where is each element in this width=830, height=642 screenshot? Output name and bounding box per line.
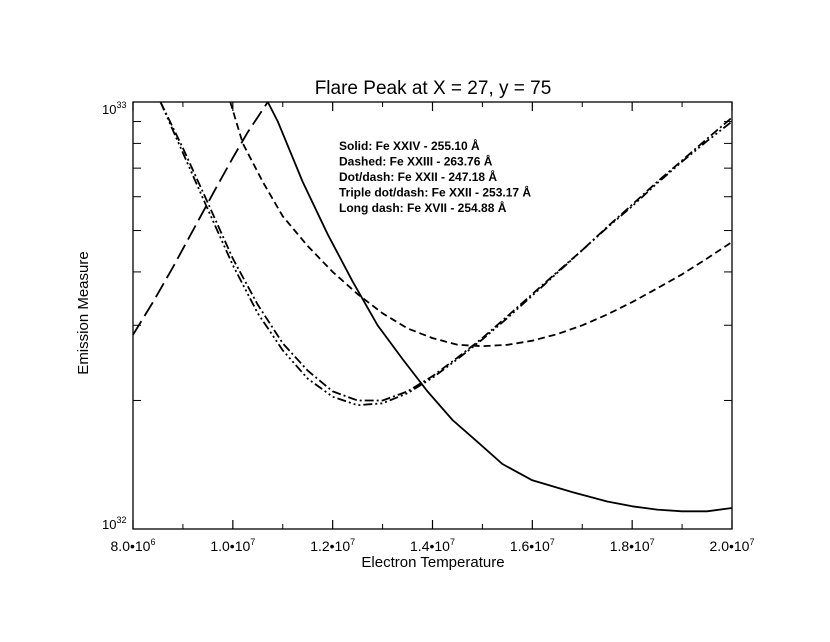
x-tick-label: 8.0•106 xyxy=(111,537,156,554)
series-line-dot-dash xyxy=(159,101,733,402)
series-lines xyxy=(132,101,733,513)
y-tick-label: 1033 xyxy=(102,100,126,117)
axis-ticks xyxy=(132,102,733,529)
x-tick-label: 2.0•107 xyxy=(710,537,755,554)
chart-title: Flare Peak at X = 27, y = 75 xyxy=(315,78,552,99)
legend-entry: Solid: Fe XXIV - 255.10 Å xyxy=(339,138,480,153)
legend-entry: Triple dot/dash: Fe XXII - 253.17 Å xyxy=(339,185,531,200)
x-tick-label: 1.4•107 xyxy=(410,537,455,554)
y-tick-label: 1032 xyxy=(102,515,126,532)
x-tick-label: 1.0•107 xyxy=(210,537,255,554)
x-tick-label: 1.2•107 xyxy=(310,537,355,554)
series-line-long-dash xyxy=(132,101,269,336)
x-tick-label: 1.6•107 xyxy=(510,537,555,554)
series-line-dashed xyxy=(229,101,733,348)
y-axis-label: Emission Measure xyxy=(75,251,92,374)
legend-entry: Dot/dash: Fe XXII - 247.18 Å xyxy=(339,169,497,184)
axis-tick-labels: 8.0•106 1.0•107 1.2•107 1.4•107 1.6•107 1.8•1… xyxy=(102,100,754,554)
legend-entry: Dashed: Fe XXIII - 263.76 Å xyxy=(339,154,493,169)
series-line-solid xyxy=(266,101,733,513)
x-axis-label: Electron Temperature xyxy=(361,554,504,571)
series-line-triple-dot-dash xyxy=(159,101,733,407)
legend-entry: Long dash: Fe XVII - 254.88 Å xyxy=(339,200,507,215)
x-tick-label: 1.8•107 xyxy=(610,537,655,554)
